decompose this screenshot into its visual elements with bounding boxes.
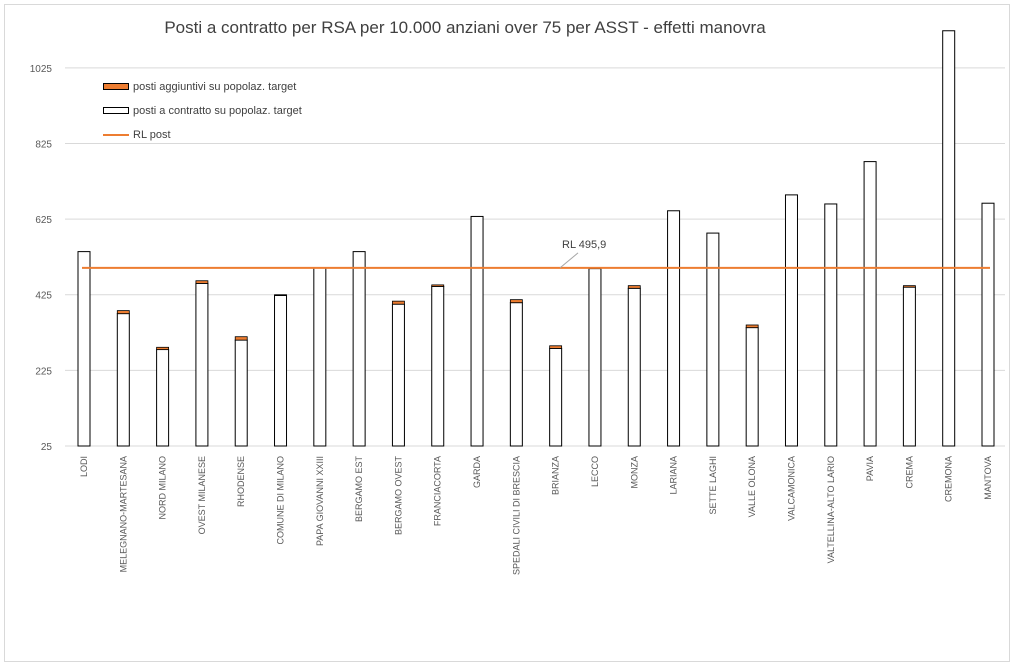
bar-posti-aggiuntivi	[274, 294, 287, 296]
bar-posti-contratto	[470, 215, 484, 447]
bar-posti-aggiuntivi	[116, 310, 130, 315]
bar-posti-aggiuntivi	[392, 300, 405, 305]
bar-posti-contratto	[863, 161, 877, 447]
y-axis-ticks: 25 225 425 625 825 1025	[30, 64, 53, 453]
bar-posti-aggiuntivi	[627, 285, 641, 289]
x-tick-label: FRANCIACORTA	[433, 456, 443, 526]
bar-posti-aggiuntivi	[195, 280, 209, 284]
bar-posti-contratto	[195, 282, 209, 447]
bar-posti-contratto	[352, 251, 366, 447]
legend-label: posti aggiuntivi su popolaz. target	[133, 81, 297, 93]
x-tick-label: BERGAMO EST	[354, 456, 364, 523]
chart-frame	[4, 4, 1010, 662]
x-tick-label: SPEDALI CIVILI DI BRESCIA	[511, 456, 521, 575]
x-tick-label: RHODENSE	[236, 456, 246, 507]
x-tick-label: LARIANA	[669, 456, 679, 495]
x-tick-label: VALLE OLONA	[747, 456, 757, 517]
bar-posti-contratto	[77, 251, 91, 447]
x-tick-label: CREMA	[904, 456, 914, 489]
bars	[77, 30, 995, 447]
bar-posti-aggiuntivi	[234, 336, 248, 341]
bar-posti-contratto	[588, 268, 602, 447]
x-tick-label: PAVIA	[865, 456, 875, 481]
bar-posti-contratto	[981, 202, 995, 447]
legend-swatch-orange	[103, 83, 129, 90]
x-tick-label: GARDA	[472, 456, 482, 488]
reference-line-label: RL 495,9	[562, 239, 606, 251]
bar-posti-contratto	[431, 285, 445, 447]
grid-lines	[65, 67, 1005, 447]
x-tick-label: VALCAMONICA	[786, 456, 796, 521]
y-tick-label: 1025	[30, 64, 53, 75]
bar-posti-contratto	[156, 349, 170, 447]
x-tick-label: COMUNE DI MILANO	[276, 456, 286, 545]
bar-posti-aggiuntivi	[549, 345, 563, 349]
x-tick-label: MONZA	[629, 456, 639, 489]
legend-label: posti a contratto su popolaz. target	[133, 105, 302, 117]
x-tick-label: NORD MILANO	[158, 456, 168, 520]
x-tick-label: LECCO	[590, 456, 600, 487]
bar-posti-contratto	[549, 347, 563, 447]
legend-line-orange	[103, 134, 129, 136]
bar-posti-contratto	[234, 339, 248, 447]
bar-posti-contratto	[509, 302, 523, 447]
x-tick-label: BRIANZA	[551, 456, 561, 495]
bar-posti-contratto	[667, 210, 681, 447]
bar-posti-contratto	[274, 294, 288, 447]
x-tick-label: MELEGNANO-MARTESANA	[118, 456, 128, 572]
bar-posti-contratto	[313, 267, 327, 447]
reference-line-group: RL 495,9	[82, 239, 990, 269]
bar-posti-contratto	[116, 313, 130, 447]
bar-posti-contratto	[902, 286, 916, 447]
reference-leader-line	[559, 252, 579, 269]
bar-posti-contratto	[942, 30, 956, 447]
y-tick-label: 225	[35, 366, 52, 377]
bar-posti-contratto	[627, 287, 641, 447]
x-tick-label: CREMONA	[944, 456, 954, 502]
bar-posti-aggiuntivi	[902, 285, 916, 288]
y-tick-label: 825	[35, 139, 52, 150]
bar-posti-contratto	[706, 232, 720, 447]
y-tick-label: 625	[35, 215, 52, 226]
bar-posti-aggiuntivi	[509, 299, 523, 304]
chart-title: Posti a contratto per RSA per 10.000 anz…	[164, 18, 766, 37]
bar-posti-contratto	[391, 303, 405, 447]
x-tick-label: VALTELLINA-ALTO LARIO	[826, 456, 836, 563]
y-tick-label: 425	[35, 291, 52, 302]
bar-posti-contratto	[784, 194, 798, 447]
bar-posti-aggiuntivi	[156, 346, 170, 350]
x-tick-label: BERGAMO OVEST	[393, 455, 403, 535]
legend-label: RL post	[133, 129, 171, 141]
bar-posti-contratto	[824, 203, 838, 447]
bar-posti-aggiuntivi	[431, 284, 445, 287]
x-tick-label: PAPA GIOVANNI XXIII	[315, 456, 325, 546]
bar-posti-aggiuntivi	[745, 324, 759, 329]
x-tick-label: OVEST MILANESE	[197, 456, 207, 534]
x-tick-label: MANTOVA	[983, 456, 993, 500]
x-tick-label: LODI	[79, 456, 89, 477]
x-axis-ticks: LODI MELEGNANO-MARTESANA NORD MILANO OVEST …	[79, 455, 993, 575]
bar-posti-contratto	[745, 327, 759, 447]
legend-swatch-white	[103, 107, 129, 114]
x-tick-label: SETTE LAGHI	[708, 456, 718, 515]
y-tick-label: 25	[41, 442, 53, 453]
